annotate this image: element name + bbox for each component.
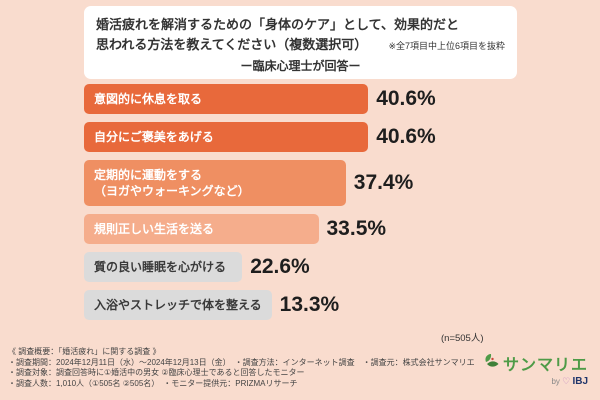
- survey-overview-line: 《 調査概要：「婚活疲れ」に関する調査 》: [8, 347, 161, 356]
- survey-period-line: ・調査期間：2024年12月11日（水）～2024年12月13日（金） ・調査方…: [8, 357, 475, 367]
- bar-row: 入浴やストレッチで体を整える 13.3%: [84, 290, 436, 320]
- value-label: 40.6%: [376, 87, 436, 110]
- byline: by ♡ IBJ: [482, 376, 588, 387]
- survey-title-line2: 思われる方法を教えてください（複数選択可）: [96, 36, 368, 52]
- survey-details: 《 調査概要：「婚活疲れ」に関する調査 》 ・調査期間：2024年12月11日（…: [8, 347, 475, 389]
- category-bar-quality-sleep: 質の良い睡眠を心がける: [84, 252, 243, 282]
- brand-row: サンマリエ: [482, 351, 588, 375]
- bar-row: 定期的に運動をする （ヨガやウォーキングなど） 37.4%: [84, 160, 436, 206]
- survey-target-line: ・調査対象：調査回答時に①婚活中の男女 ②臨床心理士であると回答したモニター: [8, 368, 305, 377]
- bar-row: 規則正しい生活を送る 33.5%: [84, 214, 436, 244]
- respondent-subtitle: ー臨床心理士が回答ー: [240, 59, 361, 73]
- bar-row: 自分にご褒美をあげる 40.6%: [84, 122, 436, 152]
- value-label: 37.4%: [353, 171, 414, 194]
- value-label: 40.6%: [376, 125, 436, 148]
- bar-row: 質の良い睡眠を心がける 22.6%: [84, 252, 436, 282]
- brand-name: サンマリエ: [502, 357, 588, 374]
- survey-count-line: ・調査人数：1,010人（①505名 ②505名） ・モニター提供元：PRIZM…: [8, 378, 298, 388]
- title-card: 婚活疲れを解消するための「身体のケア」として、効果的だと 思われる方法を教えてく…: [84, 6, 517, 79]
- survey-title-line1: 婚活疲れを解消するための「身体のケア」として、効果的だと: [96, 17, 459, 32]
- sample-size-note: (n=505人): [441, 333, 484, 344]
- category-bar-regular-exercise: 定期的に運動をする （ヨガやウォーキングなど）: [84, 160, 346, 206]
- bar-chart: 意図的に休息を取る 40.6% 自分にご褒美をあげる 40.6% 定期的に運動を…: [84, 84, 436, 320]
- bar-row: 意図的に休息を取る 40.6%: [84, 84, 436, 114]
- value-label: 13.3%: [279, 293, 340, 316]
- heart-icon: ♡: [562, 376, 571, 386]
- leaf-icon: [482, 353, 500, 374]
- value-label: 22.6%: [250, 255, 310, 278]
- by-text: by: [551, 377, 560, 386]
- category-bar-reward-yourself: 自分にご褒美をあげる: [84, 122, 369, 152]
- category-bar-regular-lifestyle: 規則正しい生活を送る: [84, 214, 319, 244]
- category-bar-bath-stretch: 入浴やストレッチで体を整える: [84, 290, 272, 320]
- category-bar-intentional-rest: 意図的に休息を取る: [84, 84, 369, 114]
- brand-logo: サンマリエ by ♡ IBJ: [482, 351, 588, 387]
- excerpt-note: ※全7項目中上位6項目を抜粋: [388, 41, 505, 51]
- ibj-logo-text: IBJ: [572, 376, 588, 387]
- title-line2-row: 思われる方法を教えてください（複数選択可） ※全7項目中上位6項目を抜粋: [96, 35, 505, 55]
- value-label: 33.5%: [326, 217, 387, 240]
